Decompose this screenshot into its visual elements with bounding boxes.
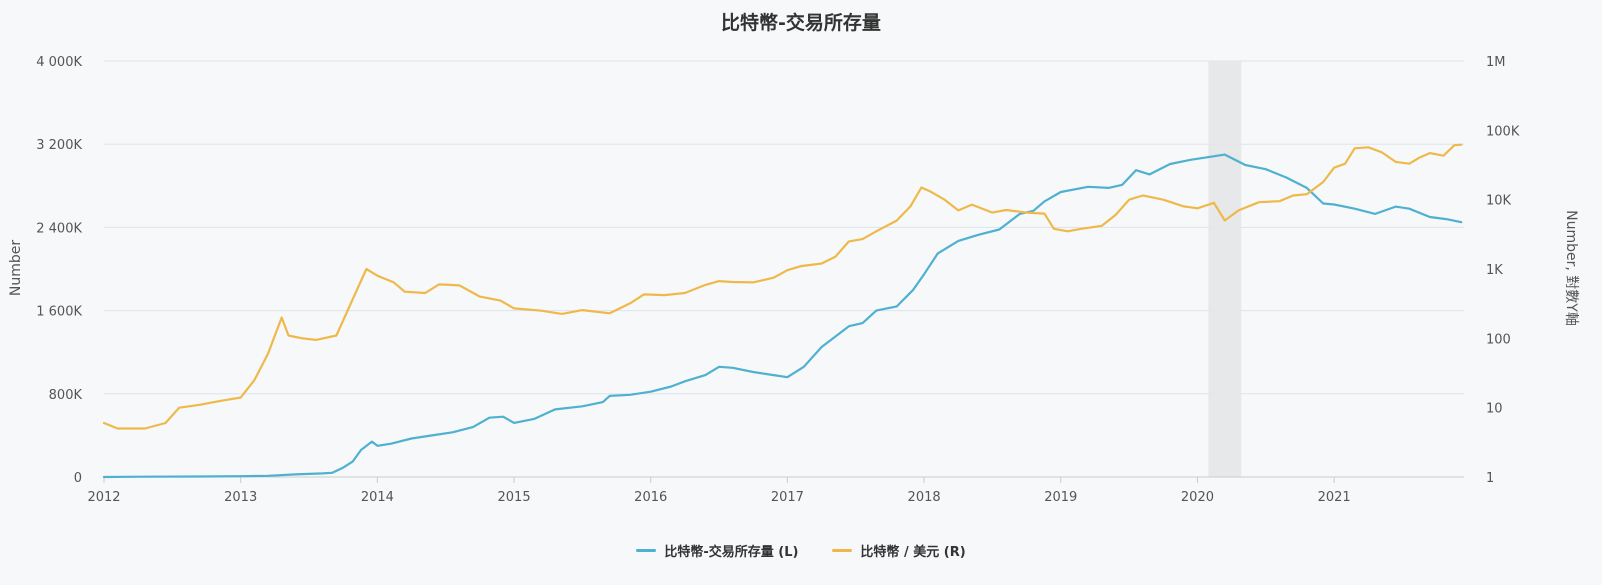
legend-label-exchange-reserve: 比特幣-交易所存量 (L)	[664, 545, 799, 560]
x-tick-label: 2016	[634, 490, 667, 505]
x-tick-label: 2018	[908, 490, 941, 505]
x-tick-label: 2021	[1318, 490, 1351, 505]
shaded-band-layer	[1208, 61, 1242, 477]
legend-item-exchange-reserve[interactable]: 比特幣-交易所存量 (L)	[636, 541, 798, 560]
series-line-exchange-reserve	[102, 153, 1463, 479]
legend-swatch-exchange-reserve	[636, 549, 657, 552]
y-right-tick-label: 10	[1486, 402, 1503, 417]
y-left-tick-label: 2 400K	[36, 221, 82, 236]
legend: 比特幣-交易所存量 (L) 比特幣 / 美元 (R)	[0, 541, 1602, 560]
y-right-tick-label: 1	[1486, 471, 1494, 486]
y-left-tick-label: 1 600K	[36, 305, 82, 320]
x-tick-label: 2013	[224, 490, 257, 505]
x-tick-label: 2020	[1181, 490, 1214, 505]
y-left-tick-label: 0	[74, 471, 82, 486]
x-tick-label: 2014	[361, 490, 394, 505]
series-line-btc-usd	[102, 143, 1463, 430]
legend-item-btc-usd[interactable]: 比特幣 / 美元 (R)	[832, 541, 966, 560]
y-right-tick-label: 1K	[1486, 263, 1503, 278]
series-layer	[102, 143, 1463, 479]
y-axis-right-title: Number, 對數Y軸	[1563, 210, 1579, 326]
x-tick-label: 2015	[498, 490, 531, 505]
y-right-tick-label: 10K	[1486, 194, 1512, 209]
axis-layer: 0 800K 1 600K 2 400K 3 200K 4 000K 1 10 100 1K 10K…	[36, 55, 1520, 505]
x-tick-label: 2017	[771, 490, 804, 505]
y-left-tick-label: 3 200K	[36, 138, 82, 153]
grid-lines	[104, 60, 1464, 395]
legend-label-btc-usd: 比特幣 / 美元 (R)	[860, 545, 966, 560]
x-tick-label: 2012	[87, 490, 120, 505]
y-right-tick-label: 100K	[1486, 124, 1520, 139]
shaded-band	[1208, 61, 1242, 477]
y-left-tick-label: 800K	[49, 388, 83, 403]
y-right-tick-label: 1M	[1486, 55, 1506, 70]
y-axis-left-title: Number	[8, 239, 24, 297]
y-right-tick-label: 100	[1486, 332, 1511, 347]
y-left-tick-label: 4 000K	[36, 55, 82, 70]
x-tick-label: 2019	[1044, 490, 1077, 505]
legend-swatch-btc-usd	[832, 549, 853, 552]
chart-title: 比特幣-交易所存量	[721, 12, 881, 34]
